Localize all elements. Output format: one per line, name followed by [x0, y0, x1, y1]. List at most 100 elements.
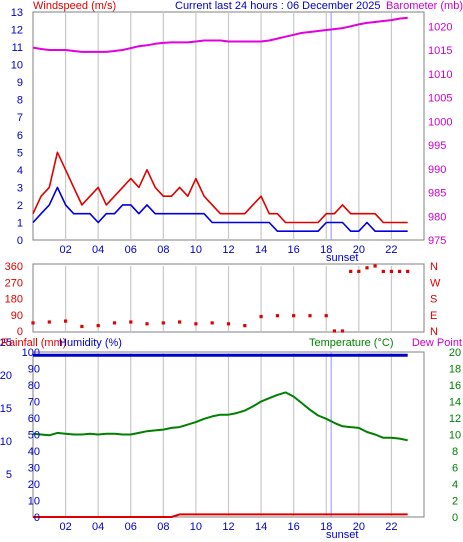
humidity-tick-label: 40	[28, 446, 40, 458]
temperature-axis-ticks: 0 2 4 6 8 10 12 14 16 18 20	[449, 347, 461, 524]
x-tick-label: 06	[125, 244, 137, 256]
x-tick-label: 04	[92, 244, 104, 256]
wind-tick-label: 3	[17, 182, 23, 194]
rain-tick-label: 25	[0, 337, 12, 349]
direction-point	[178, 320, 182, 324]
x-tick-label: 16	[288, 244, 300, 256]
temperature-tick-label: 16	[449, 380, 461, 392]
baro-tick-label: 990	[428, 164, 446, 176]
direction-point	[210, 321, 214, 325]
x-tick-label: 16	[288, 521, 300, 533]
direction-point	[389, 269, 393, 273]
direction-point	[96, 324, 100, 328]
series-line-barometer	[32, 16, 408, 53]
x-tick-label: 10	[190, 244, 202, 256]
wind-tick-label: 7	[17, 112, 23, 124]
x-tick-label: 20	[353, 244, 365, 256]
humidity-tick-label: 30	[28, 463, 40, 475]
wind-tick-label: 10	[11, 60, 23, 72]
direction-point	[373, 264, 377, 268]
direction-degree-label: 180	[5, 294, 23, 306]
chart-title: Current last 24 hours : 06 December 2025	[175, 0, 380, 12]
wind-tick-label: 0	[17, 235, 23, 247]
wind-axis-title: Windspeed (m/s)	[33, 0, 116, 12]
x-tick-label: 12	[222, 244, 234, 256]
direction-point	[398, 269, 402, 273]
direction-degree-label: 270	[5, 277, 23, 289]
direction-point	[357, 269, 361, 273]
direction-point	[243, 324, 247, 328]
direction-compass-label: N	[430, 261, 438, 273]
series-line-rainfall	[33, 513, 408, 518]
direction-degree-label: 90	[11, 310, 23, 322]
direction-point	[194, 322, 198, 326]
temperature-tick-label: 0	[452, 512, 458, 524]
x-tick-label: 18	[320, 244, 332, 256]
wind-tick-label: 4	[17, 165, 23, 177]
direction-point	[332, 329, 336, 333]
x-tick-label: 14	[255, 244, 267, 256]
direction-point	[259, 315, 263, 319]
x-tick-label: 20	[353, 521, 365, 533]
humidity-tick-label: 0	[34, 512, 40, 524]
baro-tick-label: 1005	[428, 93, 452, 105]
direction-point	[112, 321, 117, 325]
x-tick-label: 14	[255, 521, 267, 533]
rain-tick-label: 15	[0, 403, 12, 415]
baro-tick-label: 1015	[428, 45, 452, 57]
direction-series	[31, 264, 410, 333]
rainfall-axis-title: Rainfall (mm)	[1, 337, 66, 349]
humidity-tick-label: 10	[28, 496, 40, 508]
humidity-tick-label: 70	[28, 397, 40, 409]
direction-point	[47, 320, 51, 324]
direction-point	[349, 269, 353, 273]
top-x-axis-ticks: 02 04 06 08 10 12 14 16 18 20 22	[59, 244, 397, 256]
humidity-tick-label: 100	[22, 347, 40, 359]
direction-point	[365, 266, 369, 270]
direction-compass-label: W	[430, 277, 441, 289]
rain-tick-label: 20	[0, 370, 12, 382]
temperature-tick-label: 20	[449, 347, 461, 359]
baro-tick-label: 1010	[428, 69, 452, 81]
x-tick-label: 02	[59, 244, 71, 256]
x-tick-label: 22	[385, 521, 397, 533]
x-tick-label: 10	[190, 521, 202, 533]
direction-point	[64, 319, 68, 323]
humidity-tick-label: 60	[28, 413, 40, 425]
humidity-tick-label: 90	[28, 364, 40, 376]
x-tick-label: 12	[222, 521, 234, 533]
direction-point	[381, 269, 385, 273]
humidity-axis-ticks: 0 10 20 30 40 50 60 70 80 90 100	[22, 347, 40, 524]
x-tick-label: 08	[157, 521, 169, 533]
direction-point	[226, 322, 231, 326]
humidity-tick-label: 20	[28, 479, 40, 491]
baro-tick-label: 980	[428, 211, 446, 223]
direction-point	[308, 314, 312, 318]
x-tick-label: 02	[59, 521, 71, 533]
rain-tick-label: 5	[6, 469, 12, 481]
temperature-tick-label: 4	[452, 479, 458, 491]
temperature-axis-title: Temperature (°C)	[309, 337, 393, 349]
temperature-tick-label: 18	[449, 364, 461, 376]
humidity-tick-label: 80	[28, 380, 40, 392]
direction-point	[31, 321, 35, 325]
direction-point	[324, 314, 328, 318]
baro-axis-title: Barometer (mb)	[386, 0, 463, 12]
bottom-x-axis-ticks: 02 04 06 08 10 12 14 16 18 20 22	[59, 521, 397, 533]
baro-tick-label: 1020	[428, 21, 452, 33]
wind-tick-label: 5	[17, 147, 23, 159]
direction-point	[292, 314, 296, 318]
x-tick-label: 04	[92, 521, 104, 533]
baro-axis-ticks: 975 980 985 990 995 1000 1005 1010 1015 1020	[428, 21, 452, 247]
temperature-tick-label: 14	[449, 397, 461, 409]
series-line-temperature	[32, 391, 408, 442]
baro-tick-label: 1000	[428, 116, 452, 128]
temperature-tick-label: 12	[449, 413, 461, 425]
direction-grid	[64, 266, 393, 331]
direction-point	[161, 321, 165, 325]
direction-point	[406, 269, 410, 273]
direction-point	[129, 320, 133, 324]
x-tick-label: 06	[125, 521, 137, 533]
wind-baro-series	[32, 16, 408, 232]
